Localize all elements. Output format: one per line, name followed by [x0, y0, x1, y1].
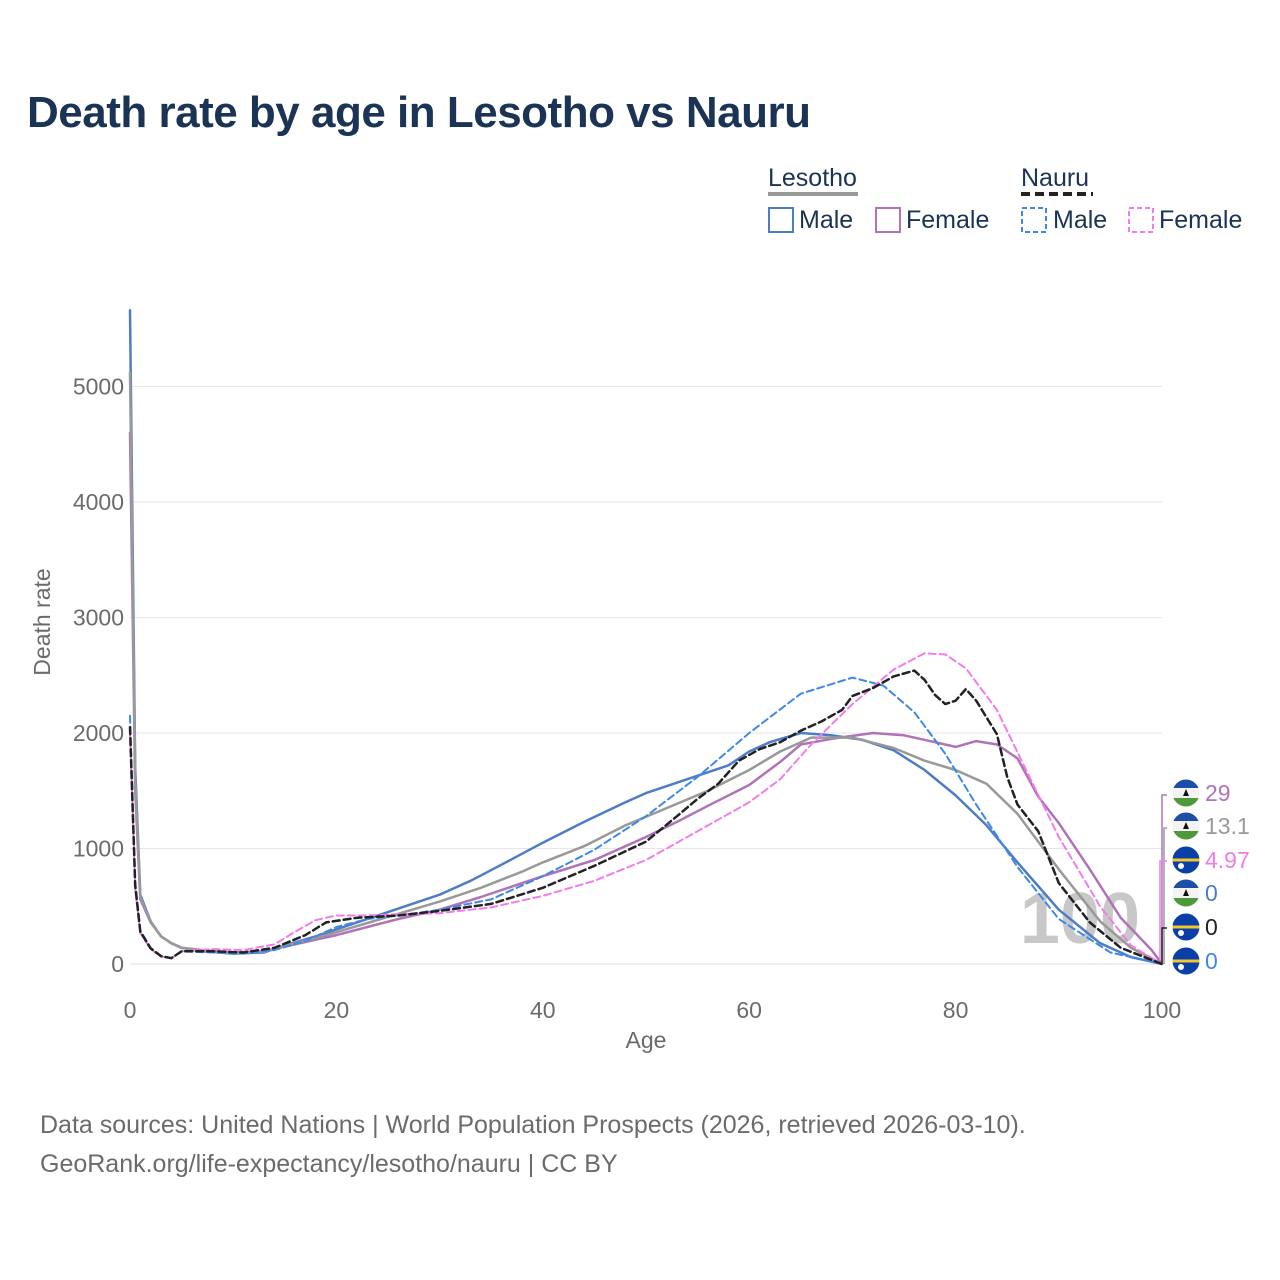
end-label-1[interactable]: 29	[1171, 778, 1231, 808]
end-label-leader	[1161, 927, 1167, 964]
x-tick-label: 20	[324, 997, 350, 1023]
x-tick-label: 0	[124, 997, 137, 1023]
end-label-leader	[1159, 860, 1167, 960]
series-line-lesotho-female[interactable]	[128, 431, 1164, 966]
legend-swatch-nauru-male[interactable]	[1021, 207, 1047, 233]
legend-swatch-nauru-female[interactable]	[1128, 207, 1154, 233]
end-label-2[interactable]: 13.1	[1171, 811, 1250, 841]
y-tick-label: 3000	[73, 605, 124, 631]
end-label-value: 4.97	[1205, 847, 1250, 873]
end-labels: 29 13.1 4.97 0 0 0	[1159, 778, 1250, 976]
end-label-value: 0	[1205, 880, 1218, 906]
x-tick-label: 40	[530, 997, 556, 1023]
legend: Lesotho Male Female Nauru Male Female	[768, 164, 1242, 234]
x-tick-label: 100	[1143, 997, 1181, 1023]
lesotho-flag-icon	[1172, 779, 1200, 807]
x-axis-label: Age	[626, 1027, 667, 1053]
grid-lines	[130, 386, 1162, 965]
legend-group-lesotho[interactable]: Lesotho Male Female	[768, 164, 989, 234]
y-tick-label: 1000	[73, 836, 124, 862]
legend-label-nauru-male[interactable]: Male	[1053, 206, 1107, 234]
legend-label-nauru-female[interactable]: Female	[1159, 206, 1242, 234]
x-axis-ticks: 0 20 40 60 80 100	[124, 997, 1182, 1023]
nauru-flag-icon	[1172, 913, 1200, 941]
nauru-flag-icon	[1172, 846, 1200, 874]
source-line-1: Data sources: United Nations | World Pop…	[40, 1111, 1026, 1139]
x-tick-label: 80	[943, 997, 969, 1023]
series-line-nauru-female[interactable]	[129, 652, 1163, 965]
source-note: Data sources: United Nations | World Pop…	[40, 1106, 1026, 1184]
end-label-leader	[1161, 794, 1167, 964]
lesotho-flag-icon	[1172, 879, 1200, 907]
source-line-2[interactable]: GeoRank.org/life-expectancy/lesotho/naur…	[40, 1150, 618, 1178]
end-label-value: 13.1	[1205, 813, 1250, 839]
series-line-lesotho-total[interactable]	[128, 371, 1164, 966]
series-lines	[128, 309, 1164, 966]
end-label-value: 29	[1205, 780, 1231, 806]
legend-group-nauru[interactable]: Nauru Male Female	[1021, 164, 1242, 234]
y-tick-label: 0	[111, 951, 124, 977]
end-label-leader	[1163, 827, 1167, 964]
nauru-flag-icon	[1172, 947, 1200, 975]
chart-title: Death rate by age in Lesotho vs Nauru	[27, 88, 811, 137]
x-tick-label: 60	[736, 997, 762, 1023]
legend-swatch-lesotho-male[interactable]	[768, 207, 794, 233]
end-label-3[interactable]: 4.97	[1171, 845, 1250, 875]
y-tick-label: 4000	[73, 489, 124, 515]
legend-country-nauru: Nauru	[1021, 164, 1089, 192]
end-label-value: 0	[1205, 948, 1218, 974]
end-label-4[interactable]: 0	[1171, 878, 1218, 908]
lesotho-flag-icon	[1172, 812, 1200, 840]
y-tick-label: 2000	[73, 720, 124, 746]
legend-swatch-lesotho-female[interactable]	[875, 207, 901, 233]
series-line-lesotho-male[interactable]	[128, 309, 1164, 966]
end-label-6[interactable]: 0	[1171, 946, 1218, 976]
y-axis-label: Death rate	[29, 568, 55, 675]
y-axis-ticks: 0 1000 2000 3000 4000 5000	[73, 374, 124, 978]
legend-label-lesotho-female[interactable]: Female	[906, 206, 989, 234]
legend-label-lesotho-male[interactable]: Male	[799, 206, 853, 234]
end-label-5[interactable]: 0	[1171, 912, 1218, 942]
end-label-value: 0	[1205, 914, 1218, 940]
series-line-nauru-male[interactable]	[129, 676, 1163, 965]
y-tick-label: 5000	[73, 374, 124, 400]
series-line-nauru-total[interactable]	[128, 669, 1164, 966]
legend-country-lesotho: Lesotho	[768, 164, 857, 192]
